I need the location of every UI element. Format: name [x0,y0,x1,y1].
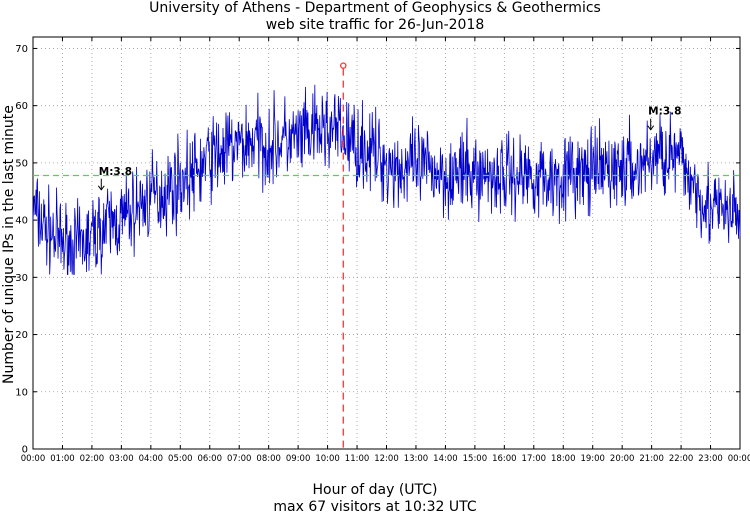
x-tick-label: 02:00 [80,454,105,464]
y-tick-label: 50 [15,158,28,169]
plot-frame [32,36,741,450]
x-tick-label: 16:00 [492,454,517,464]
x-tick-label: 10:00 [315,454,340,464]
y-tick-label: 40 [15,216,28,227]
x-tick-label: 00:00 [728,454,750,464]
annotation-arrow-head [647,125,655,131]
x-tick-label: 06:00 [198,454,223,464]
y-tick-label: 60 [15,101,28,112]
chart-title: University of Athens - Department of Geo… [149,0,601,16]
x-tick-label: 14:00 [433,454,458,464]
chart-subtitle: web site traffic for 26-Jun-2018 [265,17,485,33]
x-tick-label: 20:00 [610,454,635,464]
magnitude-annotation-label: M:3.8 [99,166,132,178]
x-tick-label: 23:00 [698,454,723,464]
x-tick-label: 18:00 [551,454,576,464]
x-tick-label: 22:00 [669,454,694,464]
y-tick-label: 0 [22,445,28,456]
y-tick-label: 30 [15,273,28,284]
x-tick-label: 05:00 [168,454,193,464]
x-tick-label: 15:00 [463,454,488,464]
traffic-chart: 0 10 20 30 40 50 60 70 00:00 01:00 02:00 03:00 04:00… [15,36,750,464]
x-tick-label: 19:00 [580,454,605,464]
x-tick-label: 17:00 [522,454,547,464]
x-tick-label: 08:00 [256,454,281,464]
x-tick-label: 09:00 [286,454,311,464]
annotation-arrow-head [97,185,105,191]
max-marker-point [340,62,347,69]
y-tick-label: 10 [15,387,28,398]
x-tick-label: 00:00 [21,454,46,464]
x-tick-label: 21:00 [639,454,664,464]
x-tick-label: 11:00 [345,454,370,464]
x-tick-label: 01:00 [50,454,75,464]
y-tick-label: 70 [15,44,28,55]
x-tick-label: 12:00 [374,454,399,464]
x-axis-label: Hour of day (UTC) [312,482,438,498]
traffic-series-line [32,84,741,275]
max-visitors-note: max 67 visitors at 10:32 UTC [273,499,477,515]
x-tick-label: 04:00 [139,454,164,464]
y-tick-label: 20 [15,330,28,341]
x-tick-label: 13:00 [404,454,429,464]
x-tick-label: 07:00 [227,454,252,464]
magnitude-annotation-label: M:3.8 [648,106,681,118]
x-tick-label: 03:00 [109,454,134,464]
